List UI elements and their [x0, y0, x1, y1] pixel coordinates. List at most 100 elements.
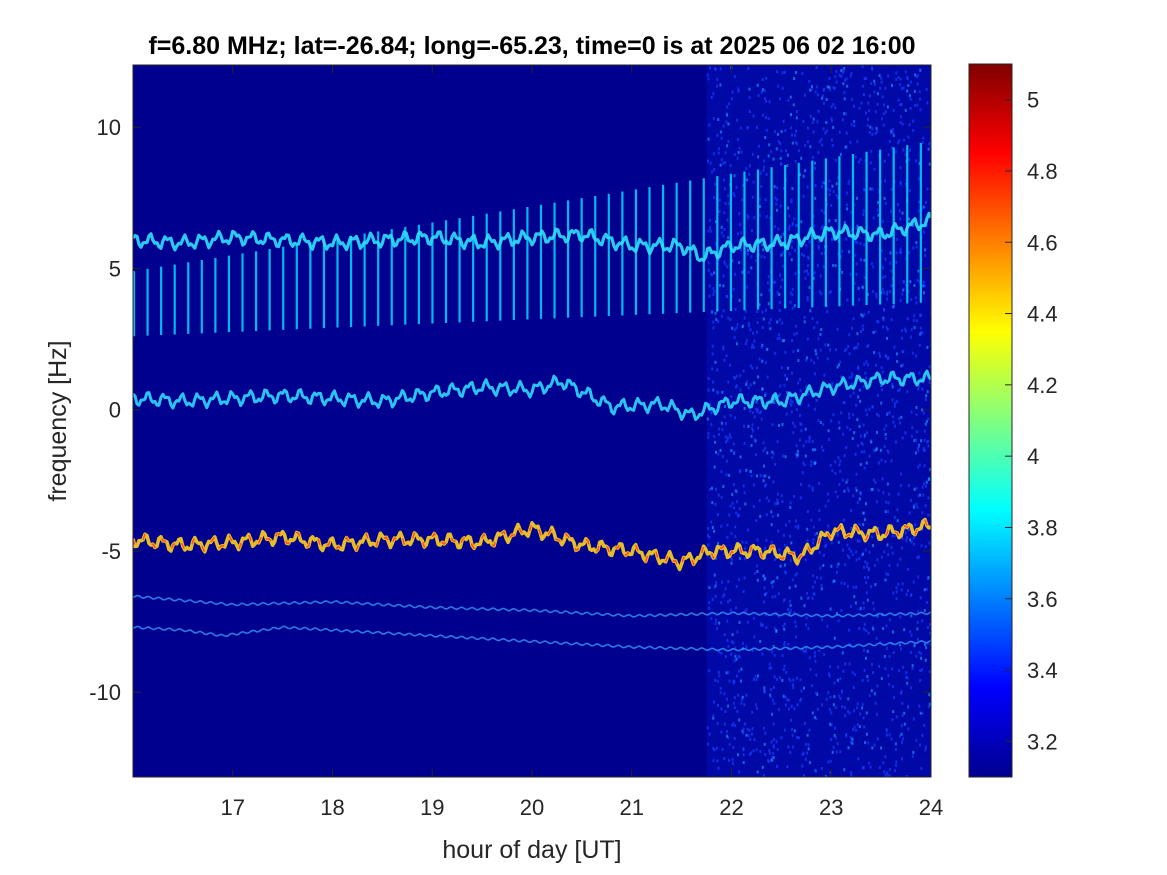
noise-speck	[795, 455, 798, 459]
noise-speck	[720, 730, 723, 734]
noise-speck	[885, 500, 888, 504]
noise-speck	[715, 487, 718, 491]
noise-speck	[903, 711, 906, 715]
noise-speck	[846, 203, 849, 207]
noise-speck	[856, 539, 859, 543]
noise-speck	[774, 557, 776, 561]
noise-speck	[897, 141, 899, 145]
noise-speck	[870, 440, 873, 444]
x-tick-label: 18	[320, 795, 344, 820]
noise-speck	[832, 86, 835, 90]
noise-speck	[710, 520, 713, 524]
noise-speck	[758, 411, 761, 415]
noise-speck	[828, 708, 831, 712]
noise-speck	[895, 251, 898, 255]
noise-speck	[928, 381, 931, 385]
noise-speck	[713, 529, 716, 533]
noise-speck	[822, 265, 825, 269]
noise-speck	[850, 97, 853, 101]
noise-speck	[841, 705, 844, 709]
noise-speck	[844, 78, 847, 82]
noise-speck	[713, 435, 716, 438]
noise-speck	[929, 140, 931, 144]
noise-speck	[713, 271, 716, 275]
noise-speck	[821, 618, 823, 622]
noise-speck	[859, 712, 862, 716]
noise-speck	[880, 677, 883, 680]
noise-speck	[830, 138, 833, 142]
noise-speck	[776, 186, 779, 190]
noise-speck	[770, 510, 773, 514]
noise-speck	[913, 487, 916, 491]
noise-speck	[760, 410, 763, 414]
noise-speck	[763, 742, 766, 746]
colorbar-tick-label: 3.2	[1027, 729, 1058, 754]
noise-speck	[924, 643, 926, 646]
noise-speck	[717, 118, 720, 121]
noise-speck	[867, 344, 870, 348]
noise-speck	[868, 550, 871, 554]
noise-speck	[908, 511, 911, 515]
noise-speck	[881, 276, 884, 280]
noise-speck	[913, 438, 916, 442]
noise-speck	[732, 244, 735, 248]
noise-speck	[864, 575, 866, 579]
noise-speck	[736, 118, 738, 122]
noise-speck	[738, 718, 741, 722]
noise-speck	[883, 159, 886, 163]
noise-speck	[718, 283, 721, 287]
noise-speck	[864, 371, 867, 375]
noise-speck	[849, 272, 852, 276]
noise-speck	[911, 664, 914, 667]
noise-speck	[729, 608, 732, 612]
noise-speck	[752, 749, 755, 753]
noise-speck	[917, 575, 920, 579]
noise-speck	[794, 525, 797, 529]
noise-speck	[857, 286, 860, 290]
noise-speck	[764, 361, 767, 365]
noise-speck	[729, 436, 732, 439]
noise-speck	[767, 499, 770, 503]
noise-speck	[810, 358, 813, 362]
noise-speck	[919, 463, 921, 467]
noise-speck	[789, 506, 792, 509]
noise-speck	[882, 123, 885, 127]
noise-speck	[778, 336, 781, 340]
noise-speck	[731, 90, 734, 94]
noise-speck	[840, 69, 843, 73]
noise-speck	[764, 593, 767, 597]
noise-speck	[862, 328, 864, 332]
noise-speck	[852, 728, 855, 732]
noise-speck	[807, 627, 810, 631]
noise-speck	[749, 164, 751, 168]
noise-speck	[838, 694, 841, 698]
noise-speck	[743, 407, 746, 410]
noise-speck	[913, 89, 916, 93]
noise-speck	[742, 761, 745, 765]
noise-speck	[740, 701, 743, 705]
noise-speck	[756, 578, 759, 582]
noise-speck	[823, 211, 826, 214]
noise-speck	[758, 357, 761, 361]
noise-speck	[892, 127, 895, 131]
noise-speck	[806, 264, 809, 267]
noise-speck	[923, 230, 926, 234]
noise-speck	[707, 543, 710, 547]
noise-speck	[714, 360, 717, 364]
noise-speck	[830, 117, 833, 121]
noise-speck	[766, 375, 769, 379]
noise-speck	[839, 697, 842, 700]
noise-speck	[730, 97, 733, 101]
noise-speck	[837, 665, 840, 669]
noise-speck	[839, 750, 842, 754]
noise-speck	[803, 686, 805, 690]
noise-speck	[765, 215, 768, 219]
noise-speck	[792, 421, 794, 425]
noise-speck	[749, 328, 752, 332]
noise-speck	[828, 179, 831, 183]
noise-speck	[830, 419, 833, 423]
noise-speck	[908, 217, 911, 221]
noise-speck	[741, 540, 744, 544]
noise-speck	[853, 124, 856, 128]
noise-speck	[752, 180, 755, 184]
